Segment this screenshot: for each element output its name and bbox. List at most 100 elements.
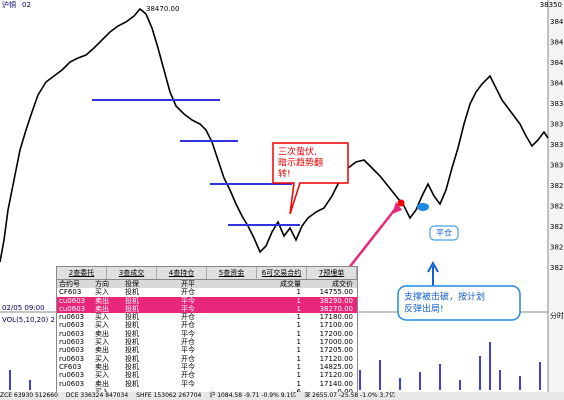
cell: ru0603 — [59, 329, 85, 338]
cell: ru0603 — [59, 338, 85, 347]
cell: 买入 — [95, 338, 109, 347]
cell: 买入 — [95, 388, 125, 396]
order-panel: 2查委托 3查成交 4查持仓 5查资金 6可交易合约 7预埋单 合约号 方向 投保 开平 成交量 成… — [56, 266, 358, 396]
column-header: 成交量 — [280, 280, 301, 288]
cell: 17100.00 — [319, 321, 353, 330]
cell: CF603 — [59, 288, 82, 297]
column-header: 合约号 — [59, 280, 80, 288]
cell: 投机 — [125, 362, 139, 371]
cell: 平今 — [181, 379, 195, 388]
cell: 开仓 — [181, 321, 195, 330]
cell: 1 — [296, 321, 301, 330]
status-item: SHFE 153062 267704 — [136, 392, 202, 399]
tab[interactable]: 3查成交 — [107, 267, 157, 279]
cell: 1 — [296, 296, 301, 305]
status-item: ZCE 63930 512660 — [0, 392, 58, 399]
cell: 6 — [251, 388, 301, 396]
cell: ru0603 — [59, 346, 85, 355]
cell: 14825.00 — [319, 362, 353, 371]
cell: cu0603 — [59, 304, 86, 313]
cell: 1 — [296, 329, 301, 338]
blue-note: 支撑被击破，按计划 — [404, 291, 485, 303]
tabs: 2查委托 3查成交 4查持仓 5查资金 6可交易合约 7预埋单 — [57, 267, 357, 280]
column-header: 投保 — [125, 280, 139, 288]
cell: 投机 — [125, 313, 139, 322]
cell: 开仓 — [181, 338, 195, 347]
column-header: 成交价 — [332, 280, 353, 288]
axis-label: 384 — [550, 18, 564, 26]
cell: 卖出 — [95, 346, 109, 355]
cell: 17120.00 — [319, 354, 353, 363]
cell: 买入 — [95, 371, 109, 380]
high-label: 38470.00 — [146, 5, 179, 13]
axis-label: 382 — [550, 203, 563, 211]
cell: 卖出 — [95, 329, 109, 338]
cell: ru0603 — [59, 313, 85, 322]
red-note: 暗示趋势翻 — [278, 157, 323, 169]
cell: 投机 — [125, 346, 139, 355]
cell: ru0603 — [59, 371, 85, 380]
axis-label: 382 — [550, 244, 563, 252]
cell: 买入 — [95, 288, 109, 297]
axis-label: 382 — [550, 182, 563, 190]
cell: 投机 — [125, 304, 139, 313]
arrowhead — [392, 202, 402, 214]
cell: 投机 — [125, 354, 139, 363]
cell: 1 — [296, 304, 301, 313]
table-row: cu0603 卖出 投机 平今 1 38290.00 — [57, 296, 357, 305]
table-row: ru0603 卖出 投机 平今 1 17200.00 — [57, 330, 357, 338]
volume-label: VOL(5,10,20) 2 — [2, 316, 55, 324]
cell: 卖出 — [95, 304, 109, 313]
column-header: 方向 — [95, 280, 109, 288]
table-row: ru0603 买入 投机 开仓 1 17100.00 — [57, 321, 357, 329]
cell: 投机 — [125, 379, 139, 388]
close-label: 平仓 — [436, 228, 452, 238]
cell: ru0603 — [59, 354, 85, 363]
red-note: 转! — [278, 168, 291, 180]
tab[interactable]: 4查持仓 — [157, 267, 207, 279]
code: 02 — [22, 1, 31, 9]
cell: 开仓 — [181, 288, 195, 297]
cell: 1 — [296, 379, 301, 388]
table-row: ru0603 买入 投机 开仓 1 17120.00 — [57, 355, 357, 363]
axis-label: 384 — [550, 59, 564, 67]
cell: 1 — [296, 362, 301, 371]
blue-note: 反弹出局! — [404, 303, 444, 315]
tab[interactable]: 7预埋单 — [307, 267, 357, 279]
cell: 卖出 — [95, 379, 109, 388]
cell: ru0603 — [59, 321, 85, 330]
red-callout — [272, 142, 349, 215]
tab[interactable]: 6可交易合约 — [257, 267, 307, 279]
axis-label: 383 — [550, 121, 563, 129]
table-row: ru0603 买入 投机 开仓 1 17000.00 — [57, 338, 357, 346]
cell: 投机 — [125, 371, 139, 380]
cell: 17200.00 — [319, 329, 353, 338]
red-note: 三次蛰伏, — [278, 146, 317, 158]
close-bubble — [429, 225, 459, 241]
tab[interactable]: 2查委托 — [57, 267, 107, 279]
cell: 1 — [296, 371, 301, 380]
cell: 投机 — [125, 296, 139, 305]
support-lines — [92, 99, 300, 226]
cell: 1 — [296, 313, 301, 322]
cell: 平今 — [181, 304, 195, 313]
price-line — [0, 7, 549, 263]
cell: CF603 — [59, 362, 82, 371]
side-tab[interactable]: 分时 — [550, 311, 564, 320]
cell: 14755.00 — [319, 288, 353, 297]
symbol: 沪铜 — [2, 0, 16, 9]
axis-label: 383 — [550, 141, 563, 149]
axis-strip — [548, 0, 564, 392]
cell: 17180.00 — [319, 313, 353, 322]
blue-arrow — [427, 260, 439, 286]
cell: 17000.00 — [319, 338, 353, 347]
cell: 买入 — [95, 313, 109, 322]
cell: 17205.00 — [319, 346, 353, 355]
axis-label: 382 — [550, 264, 563, 272]
time-label: 02/05 09:00 — [2, 304, 45, 312]
tab[interactable]: 5查资金 — [207, 267, 257, 279]
table-row: ru0603 买入 投机 开仓 1 17180.00 — [57, 313, 357, 321]
cell: cu0603 — [59, 296, 86, 305]
table-row: ru0603 卖出 投机 平今 1 17140.00 — [57, 380, 357, 388]
